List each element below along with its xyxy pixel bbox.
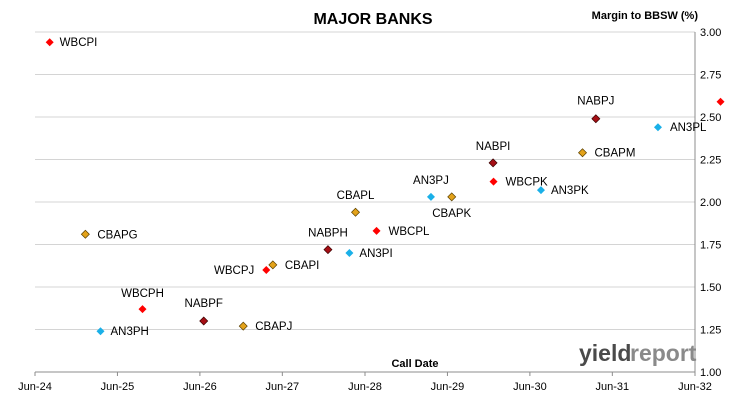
chart-title: MAJOR BANKS [313, 11, 432, 28]
point-nabpf [199, 316, 209, 326]
point-an3pl [653, 123, 662, 132]
x-tick-label: Jun-26 [183, 381, 217, 393]
point-wbcpl [372, 226, 381, 235]
grid-lines [35, 31, 695, 330]
logo-yield-text: yield [579, 340, 631, 366]
x-tick-label: Jun-25 [101, 381, 135, 393]
data-points [45, 38, 725, 336]
point-cbapm [578, 148, 588, 158]
x-axis-label: Call Date [391, 358, 438, 370]
point-label-wbcpl: WBCPL [389, 226, 431, 238]
point-label-an3pk: AN3PK [551, 185, 589, 197]
y-tick-label: 1.25 [700, 325, 721, 337]
point-label-nabpi: NABPI [476, 141, 511, 153]
point-label-cbapi: CBAPI [285, 260, 320, 272]
point-cbapl [351, 207, 361, 217]
point-wbcpi [45, 38, 54, 47]
x-tick-label: Jun-30 [513, 381, 547, 393]
y-tick-label: 2.50 [700, 112, 721, 124]
point-wbcpm [716, 97, 725, 106]
point-label-wbcph: WBCPH [121, 288, 164, 300]
y-axis-label: Margin to BBSW (%) [592, 10, 699, 22]
point-label-an3pl: AN3PL [670, 122, 707, 134]
point-labels: WBCPI CBAPG AN3PH WBCPH NABPF CBAPJ WBCPJ CBAPI… [60, 37, 707, 338]
y-tick-label: 2.75 [700, 70, 721, 82]
point-label-wbcpi: WBCPI [60, 37, 98, 49]
y-tick-label: 1.50 [700, 282, 721, 294]
x-tick-label: Jun-32 [678, 381, 712, 393]
point-an3pk [536, 186, 545, 195]
point-wbcph [138, 305, 147, 314]
y-tick-labels: 1.00 1.25 1.50 1.75 2.00 2.25 2.50 2.75 3.00 [700, 27, 721, 379]
point-nabph [323, 245, 333, 255]
logo-report-text: report [630, 340, 697, 366]
point-an3pj [426, 192, 435, 201]
point-cbapi [268, 260, 278, 270]
point-label-nabpj: NABPJ [577, 96, 614, 108]
point-label-an3pj: AN3PJ [413, 175, 449, 187]
point-label-an3ph: AN3PH [111, 326, 149, 338]
point-label-wbcpk: WBCPK [506, 177, 549, 189]
point-label-cbapm: CBAPM [595, 148, 636, 160]
y-tick-label: 1.00 [700, 367, 721, 379]
x-tick-labels: Jun-24 Jun-25 Jun-26 Jun-27 Jun-28 Jun-29 Jun-… [18, 381, 712, 393]
x-tick-label: Jun-29 [431, 381, 465, 393]
point-wbcpk [489, 177, 498, 186]
point-label-wbcpj: WBCPJ [214, 265, 254, 277]
yieldreport-logo: yield report [579, 340, 697, 366]
point-cbapg [80, 229, 90, 239]
point-cbapk [447, 192, 457, 202]
axes [34, 32, 696, 376]
point-label-cbapk: CBAPK [432, 208, 471, 220]
point-label-cbapg: CBAPG [97, 229, 137, 241]
point-label-nabpf: NABPF [185, 298, 223, 310]
y-tick-label: 2.25 [700, 155, 721, 167]
y-tick-label: 2.00 [700, 197, 721, 209]
y-tick-label: 1.75 [700, 240, 721, 252]
point-wbcpj [262, 266, 271, 274]
point-label-cbapj: CBAPJ [255, 321, 292, 333]
x-tick-label: Jun-24 [18, 381, 52, 393]
x-tick-label: Jun-28 [348, 381, 382, 393]
point-nabpi [488, 158, 498, 168]
point-an3pi [345, 249, 354, 257]
point-cbapj [238, 321, 248, 331]
x-tick-label: Jun-31 [596, 381, 630, 393]
y-tick-label: 3.00 [700, 27, 721, 39]
x-tick-label: Jun-27 [266, 381, 300, 393]
point-nabpj [591, 114, 601, 124]
point-an3ph [96, 327, 105, 336]
point-label-cbapl: CBAPL [337, 190, 375, 202]
point-label-nabph: NABPH [308, 228, 348, 240]
point-label-an3pi: AN3PI [359, 248, 392, 260]
